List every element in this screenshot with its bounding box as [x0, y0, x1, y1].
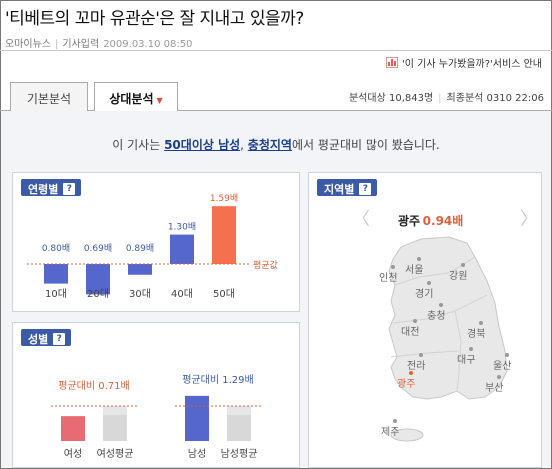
region-label: 경북 — [467, 327, 485, 340]
article-date-label: 기사입력 — [62, 39, 100, 50]
age-bar — [44, 264, 68, 284]
gender-bar — [61, 416, 85, 441]
next-region-arrow[interactable]: 〉 — [520, 209, 538, 230]
who-read-service-link[interactable]: '이 기사 누가봤을까?'서비스 안내 — [386, 55, 542, 70]
target-value: 10,843명 — [388, 93, 434, 104]
region-label: 광주 — [397, 378, 415, 390]
region-label: 강원 — [449, 270, 467, 282]
region-label: 제주 — [381, 426, 399, 438]
region-label: 인천 — [379, 272, 397, 284]
region-label: 전라 — [407, 360, 425, 372]
gender-average-bar-top — [103, 406, 127, 415]
age-bar — [212, 206, 236, 264]
age-panel: 연령별? 0.80배 10대 0.69배 20대 0.89배 30대 1.30배 40대 1.5… — [12, 172, 300, 312]
help-icon[interactable]: ? — [63, 182, 76, 195]
age-value-label: 0.69배 — [84, 243, 112, 254]
age-category-label: 30대 — [129, 288, 151, 300]
region-dot — [413, 319, 417, 323]
region-label: 대전 — [401, 326, 419, 338]
average-label: 평균값 — [253, 259, 278, 271]
age-panel-title: 연령별? — [21, 179, 82, 196]
age-category-label: 10대 — [45, 288, 67, 300]
who-read-service-label[interactable]: '이 기사 누가봤을까?'서비스 안내 — [402, 59, 542, 70]
gender-category-label: 여성 — [64, 448, 82, 460]
region-dot — [409, 371, 413, 375]
age-category-label: 50대 — [213, 288, 235, 300]
age-category-label: 40대 — [171, 288, 193, 300]
region-dot — [497, 375, 501, 379]
gender-ratio-label: 평균대비 0.71배 — [58, 380, 129, 392]
prev-region-arrow[interactable]: 〈 — [352, 209, 370, 230]
region-dot — [479, 321, 483, 325]
region-dot — [391, 265, 395, 269]
last-analysis-label: 최종분석 — [446, 93, 484, 104]
caret-down-icon: ▼ — [156, 96, 163, 105]
target-label: 분석대상 — [348, 93, 386, 104]
help-icon[interactable]: ? — [53, 332, 66, 345]
age-value-label: 1.59배 — [210, 193, 238, 204]
region-dot — [439, 303, 443, 307]
age-category-label: 20대 — [87, 288, 109, 300]
analysis-stats: 분석대상 10,843명 | 최종분석 0310 22:06 — [348, 93, 544, 104]
region-label: 충청 — [427, 310, 445, 322]
help-icon[interactable]: ? — [359, 182, 372, 195]
region-label: 대구 — [457, 354, 475, 366]
age-bar — [128, 264, 152, 275]
region-label: 울산 — [493, 360, 511, 372]
gender-average-bar-top — [227, 406, 251, 415]
tab-relative-analysis[interactable]: 상대분석 ▼ — [94, 82, 178, 112]
bar-chart-icon — [386, 57, 399, 68]
region-dot — [505, 353, 509, 357]
gender-category-label: 여성평균 — [97, 448, 134, 460]
article-source[interactable]: 오마이뉴스 — [5, 39, 51, 50]
region-dot — [469, 347, 473, 351]
article-title: '티베트의 꼬마 유관순'은 잘 지내고 있을까? — [5, 9, 304, 29]
summary-text: 이 기사는 50대이상 남성, 충청지역에서 평균대비 많이 봤습니다. — [112, 138, 440, 152]
korea-map-shape — [388, 236, 508, 442]
gender-category-label: 남성 — [188, 448, 206, 460]
region-dot — [461, 263, 465, 267]
region-label: 경기 — [415, 287, 433, 300]
divider — [0, 50, 552, 51]
region-label: 서울 — [405, 264, 423, 276]
article-date: 2009.03.10 08:50 — [103, 39, 193, 50]
age-bar — [170, 234, 194, 264]
region-panel: 지역별? 〈 〉 광주 0.94배 인천 서울 강원 경기 충청 대전 경북 전라 대구 울산 광주… — [308, 172, 542, 468]
highlight-region[interactable]: 충청지역 — [247, 138, 292, 152]
highlight-age-gender[interactable]: 50대이상 남성 — [164, 138, 241, 152]
region-dot — [427, 281, 431, 285]
region-dot — [417, 257, 421, 261]
tab-underline — [0, 110, 552, 111]
article-meta: 오마이뉴스 | 기사입력 2009.03.10 08:50 — [5, 39, 193, 50]
region-dot — [393, 419, 397, 423]
age-chart: 0.80배 10대 0.69배 20대 0.89배 30대 1.30배 40대 1.59배 50대… — [27, 193, 278, 300]
gender-category-label: 남성평균 — [221, 448, 258, 460]
last-analysis-value: 0310 22:06 — [486, 93, 544, 104]
age-value-label: 1.30배 — [168, 222, 196, 233]
region-dot — [419, 353, 423, 357]
age-value-label: 0.80배 — [42, 243, 70, 254]
selected-region-name: 광주 — [398, 213, 420, 228]
selected-region-value: 0.94배 — [423, 213, 464, 228]
age-value-label: 0.89배 — [126, 243, 154, 254]
tab-basic-analysis[interactable]: 기본분석 — [10, 82, 88, 111]
region-panel-title: 지역별? — [317, 179, 378, 196]
gender-bar — [185, 395, 209, 441]
region-label: 부산 — [485, 382, 503, 394]
gender-ratio-label: 평균대비 1.29배 — [182, 374, 253, 386]
gender-panel-title: 성별? — [21, 329, 72, 346]
age-bar — [86, 264, 110, 295]
